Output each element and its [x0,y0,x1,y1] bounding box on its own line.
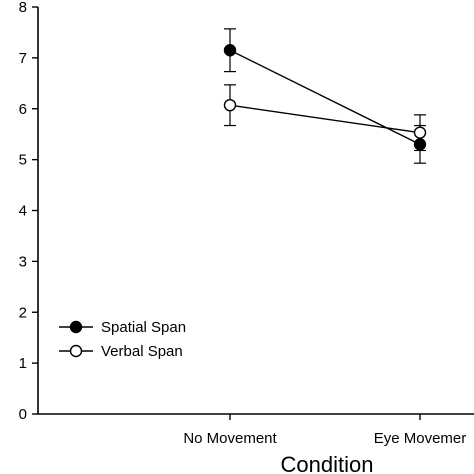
x-tick-label: Eye Movemer [374,430,467,447]
y-tick-label: 0 [19,406,27,423]
y-tick-label: 2 [19,304,27,321]
data-point [223,98,237,112]
x-axis-ticks: No Movement Eye Movemer [183,414,466,447]
series-1 [223,84,427,152]
legend: Spatial Span Verbal Span [59,319,186,360]
y-tick-label: 5 [19,152,27,169]
x-tick-label: No Movement [183,430,277,447]
y-tick-label: 4 [19,203,27,220]
y-tick-label: 3 [19,253,27,270]
data-point [413,126,427,139]
legend-label: Verbal Span [101,343,183,360]
legend-marker [69,344,83,358]
series-line [229,49,421,145]
legend-marker [69,320,83,334]
y-tick-label: 6 [19,101,27,118]
y-tick-label: 7 [19,50,27,67]
series-layer [223,28,427,164]
series-line [229,104,421,134]
series-0 [223,28,427,164]
y-tick-label: 1 [19,355,27,372]
data-point [223,44,237,57]
y-axis-ticks: 0 1 2 3 4 5 6 7 8 [19,0,38,423]
legend-label: Spatial Span [101,319,186,336]
x-axis-title: Condition [281,452,374,474]
y-tick-label: 8 [19,0,27,16]
